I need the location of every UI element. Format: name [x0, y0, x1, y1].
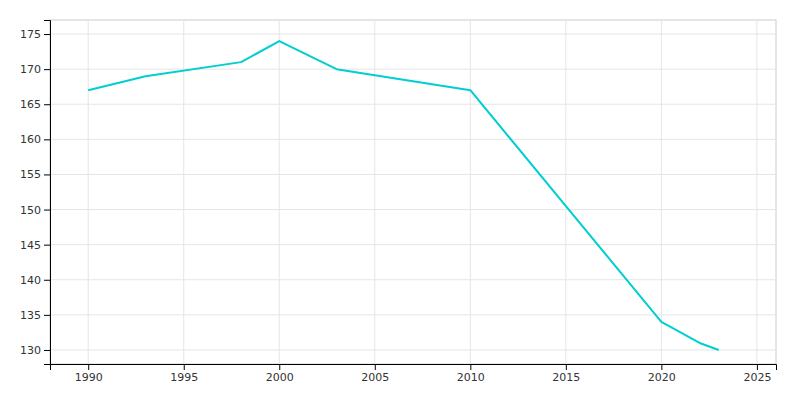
- x-tick-label: 2025: [743, 371, 771, 384]
- x-axis: 1990 1995 2000 2005 2010 2015 2020 2025: [51, 364, 777, 384]
- y-tick-label: 140: [20, 274, 41, 287]
- grid-line-x: [565, 20, 566, 364]
- y-tick: 140: [20, 274, 50, 287]
- x-tick-label: 2000: [266, 371, 294, 384]
- grid: [50, 20, 776, 364]
- grid-line-y: [50, 314, 776, 315]
- grid-line-y: [50, 174, 776, 175]
- grid-line-y: [50, 69, 776, 70]
- y-tick-mark: [44, 245, 50, 246]
- x-tick-mark: [375, 364, 376, 370]
- y-tick: 165: [20, 98, 50, 111]
- x-tick: 2025: [743, 364, 771, 384]
- y-tick: 160: [20, 133, 50, 146]
- x-tick: 2005: [361, 364, 389, 384]
- y-tick-label: 155: [20, 168, 41, 181]
- y-tick-mark: [44, 315, 50, 316]
- grid-line-x: [470, 20, 471, 364]
- y-axis: 130 135 140 145 150 155 160 165 170 175: [20, 21, 51, 365]
- x-tick: 1995: [170, 364, 198, 384]
- grid-line-y: [50, 349, 776, 350]
- y-tick: 130: [20, 344, 50, 357]
- y-tick-mark: [44, 69, 50, 70]
- y-tick-label: 160: [20, 133, 41, 146]
- y-tick: 150: [20, 204, 50, 217]
- x-tick-mark: [470, 364, 471, 370]
- y-tick-label: 130: [20, 344, 41, 357]
- x-tick-label: 2010: [457, 371, 485, 384]
- x-tick-label: 2020: [648, 371, 676, 384]
- x-tick-mark: [566, 364, 567, 370]
- x-tick-mark: [184, 364, 185, 370]
- grid-line-y: [50, 139, 776, 140]
- marks: [88, 41, 718, 350]
- y-tick-label: 145: [20, 239, 41, 252]
- x-tick: 2015: [552, 364, 580, 384]
- y-tick-mark: [44, 139, 50, 140]
- grid-line-y: [50, 104, 776, 105]
- x-tick-label: 1995: [170, 371, 198, 384]
- y-tick-label: 150: [20, 204, 41, 217]
- y-tick-mark: [44, 34, 50, 35]
- line: [88, 41, 718, 350]
- y-tick-label: 175: [20, 28, 41, 41]
- grid-line-y: [50, 244, 776, 245]
- grid-line-y: [50, 209, 776, 210]
- x-tick: 2020: [648, 364, 676, 384]
- x-tick: 2000: [266, 364, 294, 384]
- y-tick-label: 165: [20, 98, 41, 111]
- y-tick-mark: [44, 350, 50, 351]
- y-axis-line: [44, 21, 51, 365]
- x-tick-label: 2015: [552, 371, 580, 384]
- chart: 1990 1995 2000 2005 2010 2015 2020 2025 130 135 14…: [0, 0, 800, 400]
- plot: 1990 1995 2000 2005 2010 2015 2020 2025 130 135 14…: [20, 20, 777, 384]
- x-axis-line: [51, 365, 777, 371]
- y-tick-mark: [44, 174, 50, 175]
- x-tick-mark: [757, 364, 758, 370]
- x-tick-mark: [661, 364, 662, 370]
- x-tick-mark: [279, 364, 280, 370]
- y-tick: 135: [20, 309, 50, 322]
- y-tick-label: 135: [20, 309, 41, 322]
- y-tick: 170: [20, 63, 50, 76]
- x-tick-label: 1990: [75, 371, 103, 384]
- y-tick: 145: [20, 239, 50, 252]
- y-tick-mark: [44, 210, 50, 211]
- x-tick-label: 2005: [361, 371, 389, 384]
- grid-line-x: [661, 20, 662, 364]
- plot-frame: [50, 20, 776, 364]
- x-tick-mark: [88, 364, 89, 370]
- x-tick: 1990: [75, 364, 103, 384]
- y-tick: 155: [20, 168, 50, 181]
- grid-line-x: [756, 20, 757, 364]
- y-tick-label: 170: [20, 63, 41, 76]
- y-tick-mark: [44, 104, 50, 105]
- grid-line-y: [50, 279, 776, 280]
- y-tick-mark: [44, 280, 50, 281]
- grid-line-x: [88, 20, 89, 364]
- grid-line-x: [374, 20, 375, 364]
- x-tick: 2010: [457, 364, 485, 384]
- grid-line-x: [279, 20, 280, 364]
- grid-line-y: [50, 34, 776, 35]
- y-tick: 175: [20, 28, 50, 41]
